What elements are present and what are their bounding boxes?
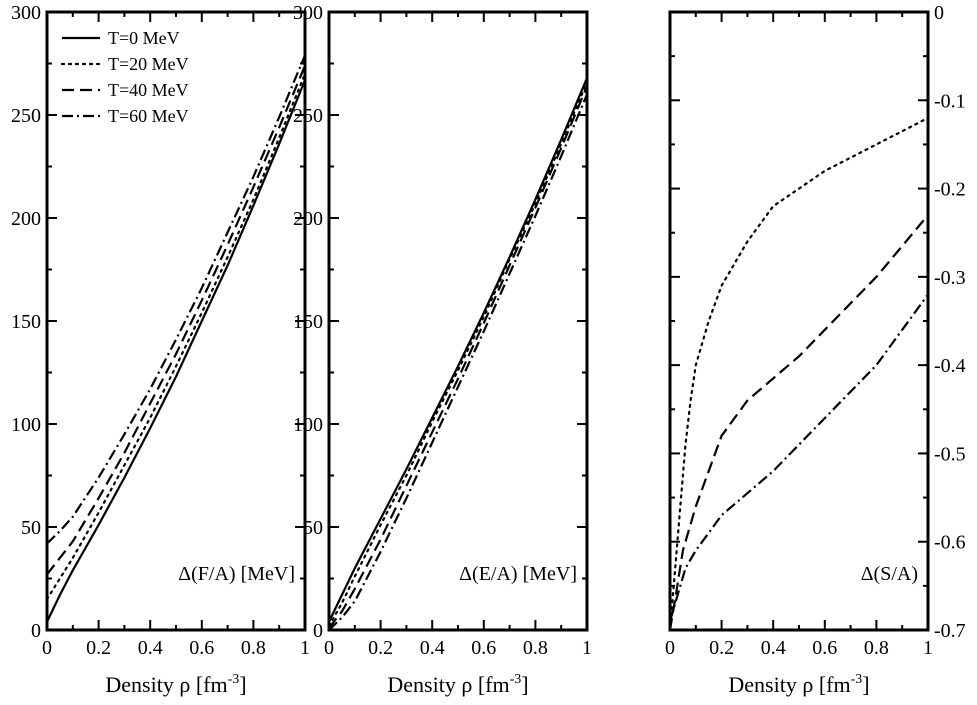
y-tick-label: -0.6 (934, 532, 966, 554)
x-axis-title-close: ] (862, 672, 869, 697)
x-tick-label: 0.2 (709, 637, 734, 659)
series-line-t-60-mev (329, 93, 587, 630)
y-tick-label: -0.4 (934, 355, 966, 377)
x-tick-label: 1 (582, 637, 592, 659)
x-axis-title-close: ] (521, 672, 528, 697)
y-tick-label: -0.7 (934, 620, 966, 642)
y-tick-label: 300 (11, 2, 41, 24)
y-tick-label: -0.3 (934, 267, 966, 289)
y-tick-label: -0.5 (934, 443, 966, 465)
x-tick-label: 0.8 (864, 637, 889, 659)
x-tick-label: 0.4 (420, 637, 445, 659)
x-tick-label: 0 (42, 637, 52, 659)
y-tick-label: 100 (293, 414, 323, 436)
series-line-t-0-mev (329, 77, 587, 623)
x-tick-label: 0.8 (241, 637, 266, 659)
panel-2: 0 0.2 0.4 0.6 0.8 1050100150200250300Density … (293, 2, 592, 697)
y-tick-label: 150 (11, 311, 41, 333)
plot-frame (45, 10, 307, 632)
series-line-t-20-mev (670, 116, 928, 630)
y-tick-label: 0 (31, 620, 41, 642)
plot-frame (327, 10, 589, 632)
series-line-t-60-mev (47, 54, 305, 545)
x-tick-label: 0.4 (761, 637, 786, 659)
series-line-t-40-mev (47, 65, 305, 576)
x-tick-label: 0.6 (471, 637, 496, 659)
x-tick-label: 0.2 (86, 637, 111, 659)
y-tick-label: 200 (293, 208, 323, 230)
legend-label: T=40 MeV (108, 80, 189, 100)
x-axis-title-superscript: -3 (510, 672, 522, 687)
x-axis-title: Density ρ [fm-3] (728, 672, 869, 697)
legend-label: T=0 MeV (108, 28, 180, 48)
x-tick-label: 1 (923, 637, 933, 659)
x-axis-title-main: Density ρ [fm (387, 672, 509, 697)
panel-1: 0 0.2 0.4 0.6 0.8 1 0 50 100 150 200 250 300 Density … (11, 2, 310, 697)
y-tick-label: 200 (11, 208, 41, 230)
x-tick-label: 0.6 (812, 637, 837, 659)
x-axis-title-close: ] (239, 672, 246, 697)
y-tick-label: 300 (293, 2, 323, 24)
y-tick-label: -0.2 (934, 179, 966, 201)
panel-label: Δ(F/A) [MeV] (178, 563, 295, 585)
x-tick-label: 0.6 (189, 637, 214, 659)
series-line-t-40-mev (329, 85, 587, 629)
y-tick-label: 50 (21, 517, 41, 539)
y-tick-label: 0 (313, 620, 323, 642)
legend: T=0 MeV T=20 MeV T=40 MeV T=60 MeV (60, 28, 189, 126)
x-axis-title-main: Density ρ [fm (105, 672, 227, 697)
x-tick-label: 0 (324, 637, 334, 659)
panel-label: Δ(S/A) (861, 563, 918, 585)
x-tick-label: 0 (665, 637, 675, 659)
y-tick-label: 150 (293, 311, 323, 333)
x-tick-label: 0.8 (523, 637, 548, 659)
x-axis-title-superscript: -3 (851, 672, 863, 687)
series-line-t-0-mev (47, 79, 305, 623)
y-tick-label: 50 (303, 517, 323, 539)
series-line-t-40-mev (670, 214, 928, 630)
x-tick-label: 0.4 (138, 637, 163, 659)
x-axis-title-main: Density ρ [fm (728, 672, 850, 697)
y-tick-label: 250 (11, 105, 41, 127)
panel-3: 0 0.2 0.4 0.6 0.8 1-0.7 -0.6 -0.5 -0.4 -0.3 -0.2 -0… (665, 2, 966, 697)
x-axis-title: Density ρ [fm-3] (387, 672, 528, 697)
y-tick-label: 100 (11, 414, 41, 436)
series-line-t-60-mev (670, 293, 928, 622)
legend-label: T=60 MeV (108, 106, 189, 126)
x-tick-label: 0.2 (368, 637, 393, 659)
x-tick-label: 1 (300, 637, 310, 659)
plot-frame (668, 10, 930, 632)
y-tick-label: -0.1 (934, 90, 966, 112)
x-axis-title: Density ρ [fm-3] (105, 672, 246, 697)
series-line-t-20-mev (329, 80, 587, 628)
y-tick-label: 0 (934, 2, 944, 24)
y-tick-label: 250 (293, 105, 323, 127)
x-axis-title-superscript: -3 (228, 672, 240, 687)
legend-label: T=20 MeV (108, 54, 189, 74)
panel-label: Δ(E/A) [MeV] (459, 563, 577, 585)
series-line-t-20-mev (47, 72, 305, 601)
